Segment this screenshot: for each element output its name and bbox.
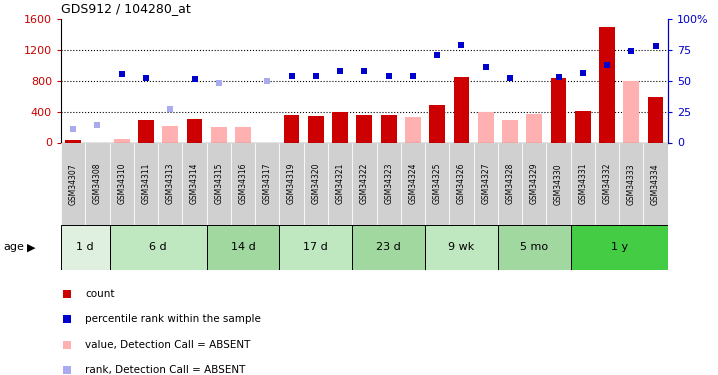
Bar [600,27,615,142]
Text: GSM34328: GSM34328 [505,163,515,204]
Bar [619,142,643,225]
Text: GSM34326: GSM34326 [457,163,466,204]
Bar [207,142,231,225]
Text: 6 d: 6 d [149,243,167,252]
Bar [236,127,251,142]
Bar [138,120,154,142]
Text: GSM34317: GSM34317 [263,163,272,204]
Text: GSM34327: GSM34327 [481,163,490,204]
Text: 17 d: 17 d [304,243,328,252]
Text: GSM34319: GSM34319 [287,163,296,204]
Bar [279,225,353,270]
Text: GSM34324: GSM34324 [409,163,417,204]
Bar [478,112,493,142]
Text: GSM34316: GSM34316 [238,163,248,204]
Text: GSM34331: GSM34331 [578,163,587,204]
Text: GSM34320: GSM34320 [312,163,320,204]
Bar [575,111,591,142]
Text: GSM34314: GSM34314 [190,163,199,204]
Bar [648,97,663,142]
Bar [571,225,668,270]
Text: 5 mo: 5 mo [521,243,549,252]
Bar [425,142,449,225]
Bar [474,142,498,225]
Bar [255,142,279,225]
Bar [114,140,129,142]
Text: GSM34308: GSM34308 [93,163,102,204]
Text: GSM34307: GSM34307 [69,163,78,205]
Bar [595,142,619,225]
Bar [328,142,353,225]
Text: GSM34321: GSM34321 [335,163,345,204]
Bar [308,116,324,142]
Bar [643,142,668,225]
Bar [502,120,518,142]
Text: GSM34325: GSM34325 [433,163,442,204]
Bar [162,126,178,142]
Text: GSM34329: GSM34329 [530,163,538,204]
Text: GSM34334: GSM34334 [651,163,660,205]
Text: 1 y: 1 y [610,243,628,252]
Bar [207,225,279,270]
Bar [158,142,182,225]
Bar [182,142,207,225]
Text: percentile rank within the sample: percentile rank within the sample [85,314,261,324]
Bar [376,142,401,225]
Bar [546,142,571,225]
Bar [65,140,81,142]
Text: age: age [4,243,24,252]
Bar [332,112,348,142]
Text: rank, Detection Call = ABSENT: rank, Detection Call = ABSENT [85,365,246,375]
Bar [623,81,639,142]
Bar [211,128,227,142]
Text: GDS912 / 104280_at: GDS912 / 104280_at [61,2,191,15]
Text: 14 d: 14 d [230,243,256,252]
Text: GSM34310: GSM34310 [117,163,126,204]
Bar [61,142,85,225]
Bar [134,142,158,225]
Bar [401,142,425,225]
Text: GSM34313: GSM34313 [166,163,174,204]
Bar [454,77,470,142]
Text: GSM34323: GSM34323 [384,163,393,204]
Text: GSM34330: GSM34330 [554,163,563,205]
Bar [231,142,255,225]
Bar [279,142,304,225]
Bar [498,225,571,270]
Text: ▶: ▶ [27,243,36,252]
Bar [571,142,595,225]
Text: GSM34322: GSM34322 [360,163,369,204]
Bar [353,142,376,225]
Bar [429,105,445,142]
Bar [61,225,110,270]
Text: GSM34332: GSM34332 [602,163,612,204]
Bar [85,142,110,225]
Text: 23 d: 23 d [376,243,401,252]
Bar [498,142,522,225]
Bar [110,225,207,270]
Bar [425,225,498,270]
Bar [284,116,299,142]
Bar [449,142,474,225]
Bar [551,78,567,142]
Bar [187,119,202,142]
Text: 9 wk: 9 wk [448,243,475,252]
Text: GSM34311: GSM34311 [141,163,151,204]
Bar [526,114,542,142]
Bar [353,225,425,270]
Text: count: count [85,289,115,299]
Bar [381,115,396,142]
Bar [304,142,328,225]
Text: 1 d: 1 d [77,243,94,252]
Bar [405,117,421,142]
Bar [522,142,546,225]
Text: GSM34315: GSM34315 [214,163,223,204]
Text: GSM34333: GSM34333 [627,163,636,205]
Text: value, Detection Call = ABSENT: value, Detection Call = ABSENT [85,340,251,350]
Bar [110,142,134,225]
Bar [357,115,372,142]
